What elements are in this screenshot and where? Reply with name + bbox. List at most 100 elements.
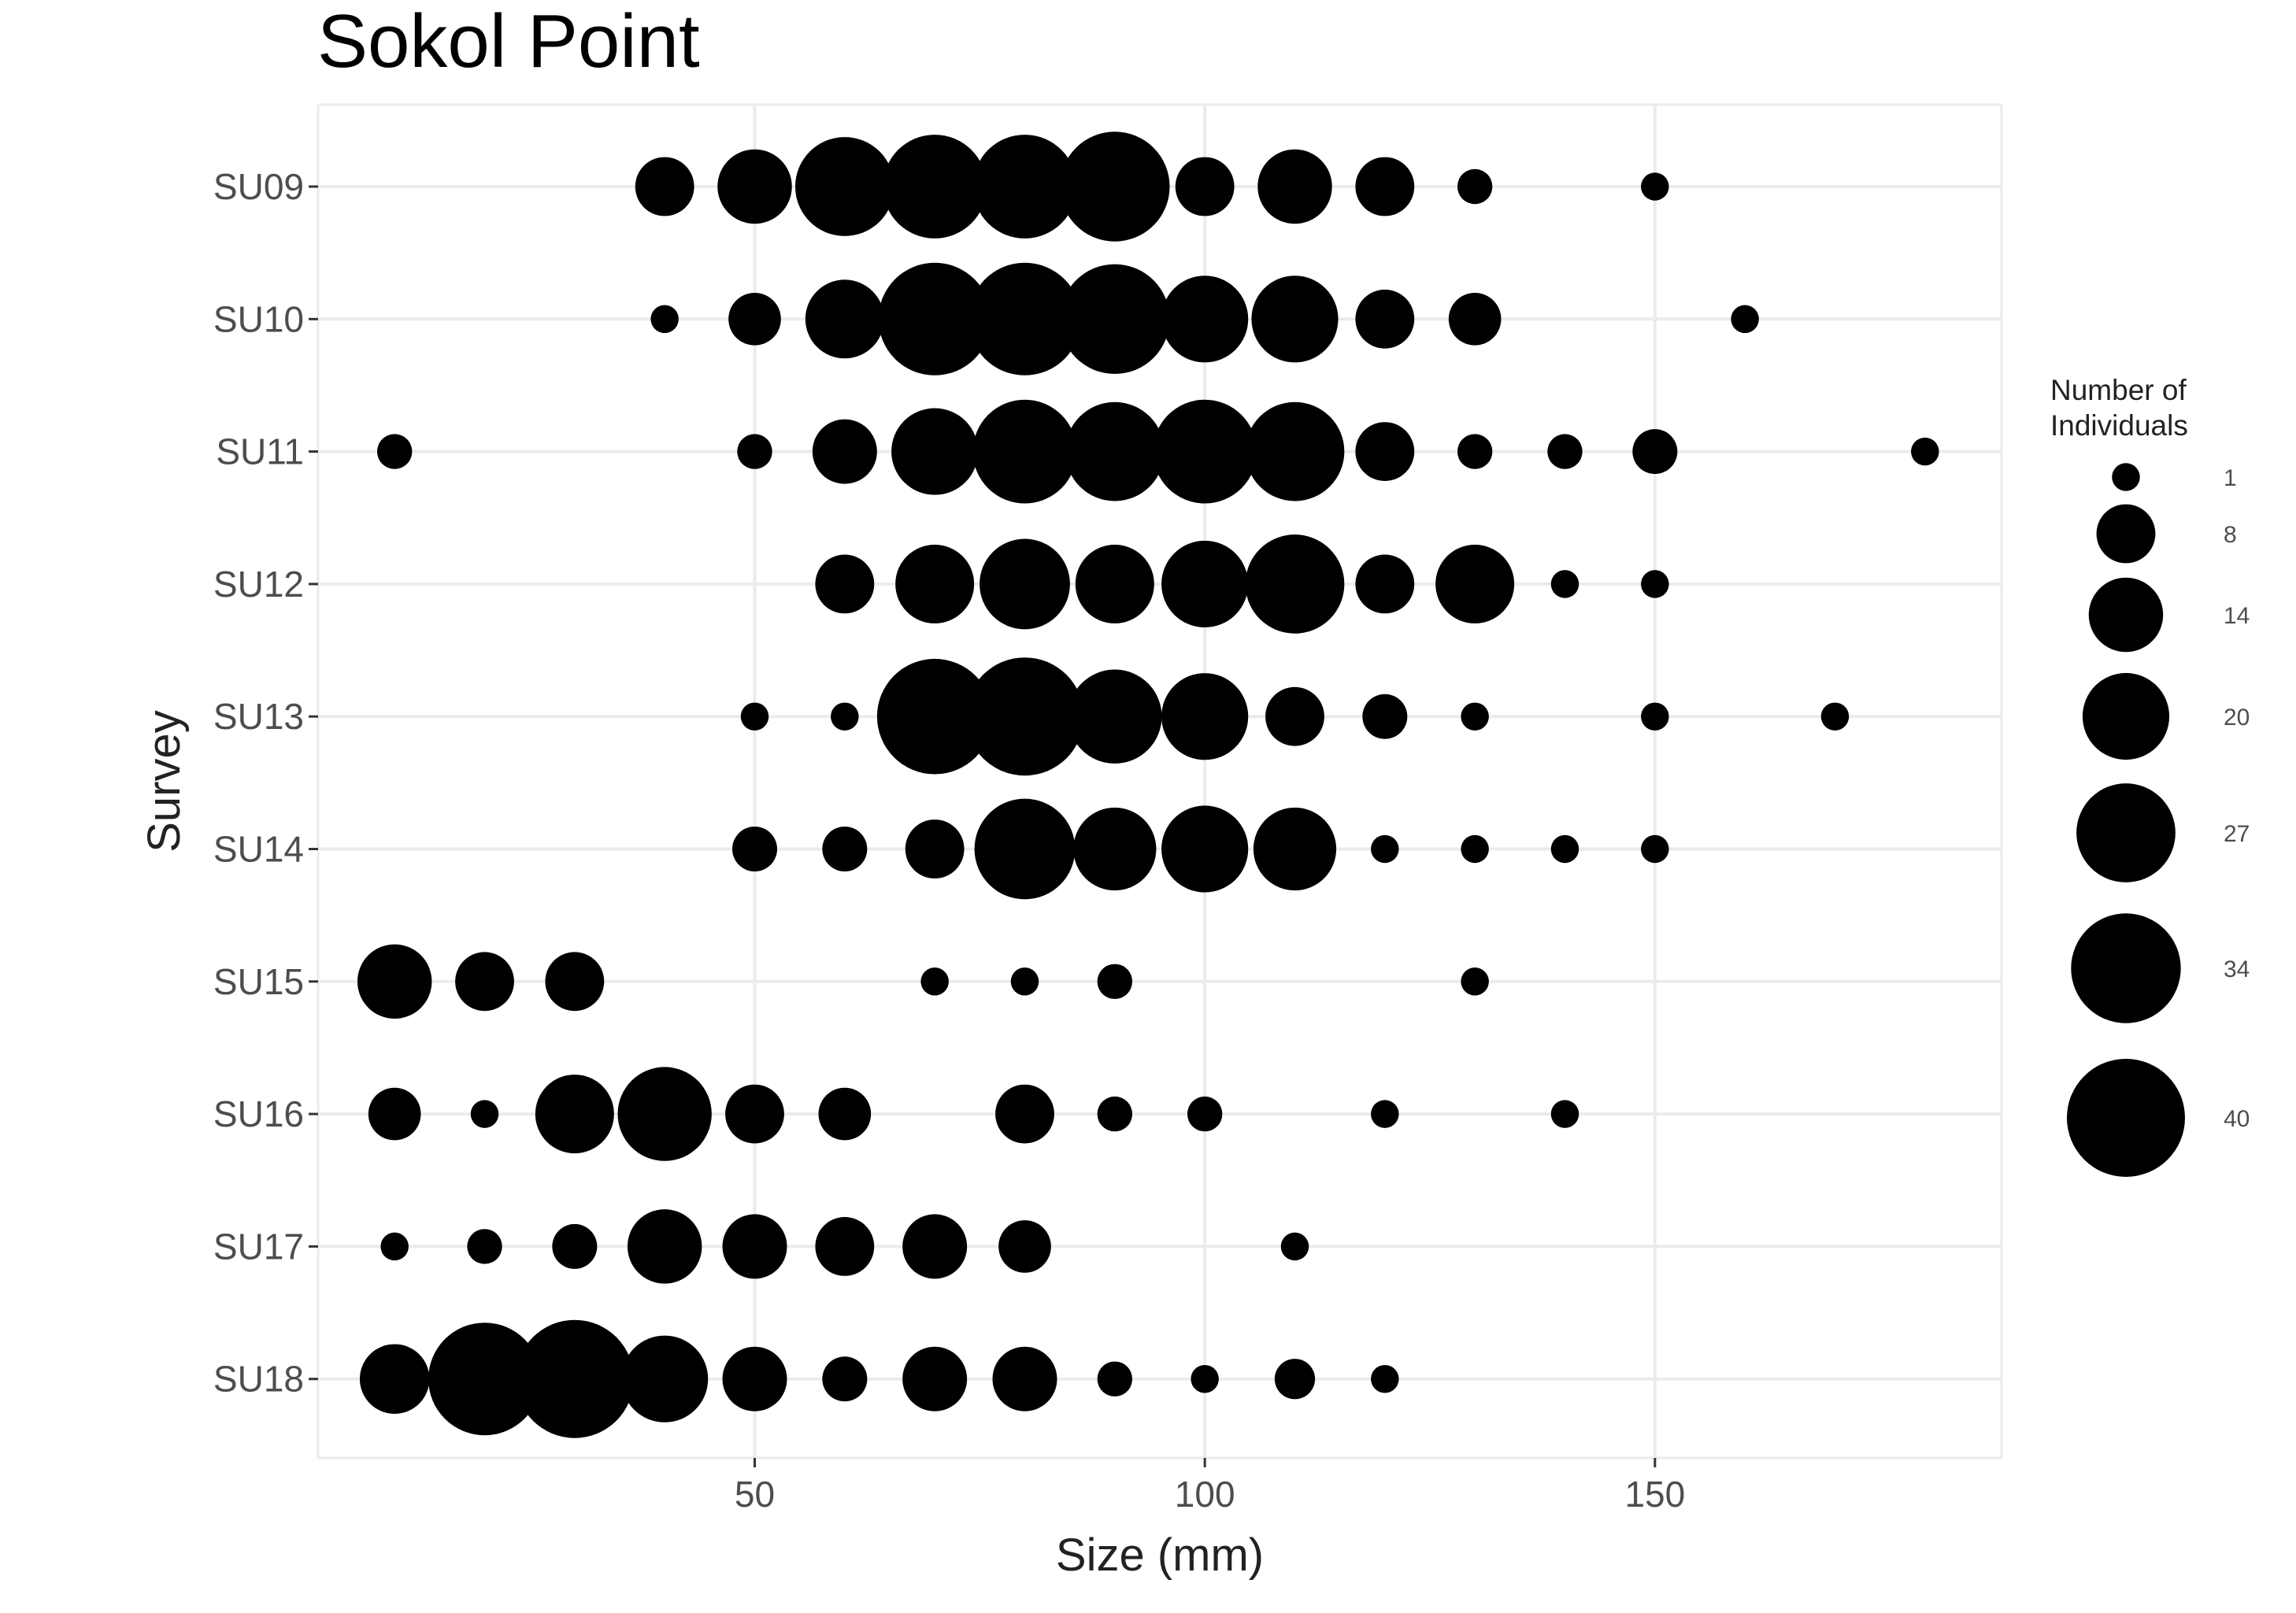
legend-key-circle (2096, 504, 2156, 564)
bubble-point (1097, 1361, 1133, 1397)
y-axis-ticks: SU09 SU10 SU11 SU12 SU13 SU14 SU15 SU16 SU17 SU18 (213, 166, 318, 1400)
bubble-point (1448, 292, 1502, 346)
bubble-point (1371, 1100, 1399, 1128)
y-tick-label: SU16 (213, 1093, 304, 1134)
y-tick-label: SU14 (213, 829, 304, 870)
bubble-point (552, 1223, 598, 1269)
bubble-point (902, 1214, 968, 1279)
bubble-point (995, 1084, 1054, 1144)
bubble-point (1911, 437, 1939, 466)
x-tick-label: 50 (735, 1474, 775, 1515)
bubble-point (1187, 1096, 1223, 1132)
bubble-point (818, 1087, 872, 1141)
bubble-point (376, 434, 413, 469)
bubble-point (1060, 264, 1170, 374)
legend-key-circle (2067, 1059, 2185, 1177)
bubble-point (1632, 429, 1678, 475)
bubble-point (737, 434, 772, 469)
bubble-point (617, 1067, 712, 1161)
bubble-point (1274, 1359, 1316, 1400)
bubble-point (515, 1319, 634, 1438)
y-tick-label: SU13 (213, 696, 304, 737)
bubble-point (1068, 669, 1162, 764)
bubble-point (1075, 544, 1154, 623)
bubble-point (1641, 702, 1669, 731)
bubble-point (895, 544, 975, 623)
bubble-point (1097, 964, 1133, 1000)
legend-key-circle (2088, 577, 2164, 653)
y-tick-label: SU18 (213, 1359, 304, 1400)
x-tick-label: 100 (1175, 1474, 1235, 1515)
y-tick-label: SU11 (216, 431, 304, 472)
bubble-point (470, 1100, 499, 1128)
bubbles (357, 131, 1939, 1438)
bubble-point (1362, 694, 1408, 739)
legend-key-label: 40 (2224, 1106, 2250, 1132)
bubble-point (1641, 172, 1669, 201)
bubble-point (992, 1346, 1057, 1411)
bubble-point (794, 137, 894, 236)
bubble-point (621, 1335, 709, 1422)
y-tick-label: SU10 (213, 298, 304, 339)
x-axis-ticks: 50 100 150 (735, 1458, 1685, 1515)
bubble-point (1457, 434, 1493, 469)
bubble-point (1097, 1096, 1133, 1132)
bubble-point (815, 1216, 875, 1276)
bubble-point (635, 157, 694, 216)
bubble-point (1550, 834, 1579, 864)
bubble-point (1355, 289, 1415, 349)
bubble-point (1461, 967, 1489, 996)
legend-key-circle (2082, 672, 2170, 760)
bubble-point (359, 1344, 430, 1414)
bubble-point (1251, 276, 1339, 363)
legend-title-line-2: Individuals (2050, 409, 2188, 442)
bubble-point (902, 1346, 968, 1411)
y-axis-title: Survey (139, 710, 190, 853)
bubble-point (722, 1346, 787, 1411)
bubble-point (455, 952, 514, 1012)
bubble-point (1550, 570, 1579, 598)
bubble-point (891, 408, 979, 495)
bubble-point (972, 135, 1077, 239)
bubble-point (732, 826, 778, 872)
bubble-point (717, 149, 792, 224)
bubble-point (1253, 807, 1337, 891)
bubble-point (728, 292, 781, 346)
bubble-point (428, 1323, 542, 1436)
plot-panel-border (317, 103, 2003, 1459)
x-tick-label: 150 (1624, 1474, 1685, 1515)
legend-key-label: 8 (2224, 522, 2237, 548)
bubble-point (368, 1087, 421, 1141)
bubble-point (1461, 702, 1489, 731)
bubble-point (1257, 149, 1332, 224)
legend-key-label: 20 (2224, 705, 2250, 731)
y-tick-label: SU17 (213, 1226, 304, 1267)
legend-title-line-1: Number of (2050, 374, 2187, 406)
bubble-point (968, 262, 1082, 376)
bubble-point (1245, 401, 1345, 501)
bubble-point (1161, 673, 1249, 760)
bubble-point (1153, 399, 1257, 504)
legend-key-circle (2112, 463, 2140, 491)
bubble-point (740, 702, 769, 731)
bubble-point (1371, 1364, 1399, 1393)
bubble-point (1461, 834, 1489, 864)
y-tick-label: SU12 (213, 564, 304, 605)
bubble-point (380, 1232, 409, 1261)
bubble-point (1161, 805, 1249, 893)
bubble-point (627, 1209, 702, 1284)
bubble-point (1073, 807, 1157, 891)
bubble-point (831, 702, 859, 731)
bubble-point (650, 305, 679, 334)
legend-key-label: 1 (2224, 465, 2237, 491)
bubble-point (905, 819, 965, 879)
bubble-point (1457, 168, 1493, 205)
bubble-point (1355, 554, 1415, 614)
bubble-point (725, 1084, 784, 1144)
bubble-point (876, 658, 993, 775)
bubble-point (1550, 1100, 1579, 1128)
bubble-point (974, 798, 1076, 900)
legend-key-circle (2076, 783, 2176, 882)
